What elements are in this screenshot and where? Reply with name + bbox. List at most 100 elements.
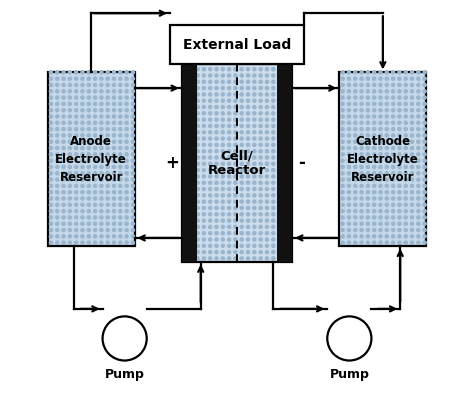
Circle shape [341, 228, 344, 231]
Circle shape [423, 203, 426, 206]
Circle shape [228, 106, 231, 109]
Circle shape [423, 235, 426, 238]
Circle shape [379, 184, 382, 187]
Circle shape [373, 191, 376, 194]
Circle shape [272, 87, 275, 90]
Circle shape [272, 194, 275, 197]
Circle shape [131, 191, 135, 194]
Circle shape [106, 90, 109, 93]
Circle shape [106, 140, 109, 143]
Circle shape [410, 172, 414, 175]
Circle shape [259, 93, 262, 96]
Circle shape [131, 216, 135, 219]
Circle shape [360, 121, 363, 124]
Circle shape [278, 213, 281, 216]
Circle shape [215, 80, 218, 83]
Circle shape [392, 153, 395, 156]
Circle shape [410, 191, 414, 194]
Circle shape [347, 241, 351, 244]
Circle shape [246, 106, 250, 109]
Circle shape [278, 206, 281, 210]
Circle shape [81, 159, 84, 162]
Circle shape [183, 93, 187, 96]
Circle shape [106, 172, 109, 175]
Circle shape [240, 225, 243, 228]
Circle shape [240, 231, 243, 235]
Circle shape [272, 219, 275, 222]
Circle shape [125, 121, 128, 124]
Circle shape [183, 231, 187, 235]
Circle shape [385, 191, 388, 194]
Circle shape [87, 191, 91, 194]
Circle shape [131, 83, 135, 87]
Circle shape [62, 191, 65, 194]
Circle shape [93, 197, 97, 200]
Circle shape [341, 153, 344, 156]
Circle shape [228, 156, 231, 159]
Circle shape [215, 169, 218, 172]
Circle shape [131, 222, 135, 225]
Circle shape [373, 96, 376, 99]
Circle shape [385, 203, 388, 206]
Circle shape [125, 140, 128, 143]
Circle shape [379, 216, 382, 219]
Circle shape [125, 127, 128, 131]
Circle shape [125, 134, 128, 137]
Circle shape [62, 172, 65, 175]
Circle shape [240, 187, 243, 191]
Circle shape [265, 175, 269, 178]
Circle shape [112, 146, 116, 150]
Circle shape [278, 225, 281, 228]
Circle shape [112, 216, 116, 219]
Circle shape [49, 115, 53, 118]
Circle shape [366, 191, 369, 194]
Circle shape [209, 99, 212, 102]
Circle shape [253, 99, 256, 102]
Circle shape [183, 169, 187, 172]
Circle shape [246, 150, 250, 153]
Circle shape [125, 228, 128, 231]
Circle shape [196, 200, 199, 203]
Circle shape [112, 210, 116, 213]
Circle shape [190, 156, 193, 159]
Circle shape [234, 99, 237, 102]
Circle shape [373, 178, 376, 181]
Circle shape [246, 200, 250, 203]
Circle shape [278, 74, 281, 77]
Circle shape [209, 238, 212, 241]
Circle shape [272, 225, 275, 228]
Circle shape [81, 178, 84, 181]
Circle shape [366, 146, 369, 150]
Circle shape [259, 124, 262, 127]
Circle shape [373, 127, 376, 131]
Circle shape [410, 90, 414, 93]
Circle shape [253, 143, 256, 146]
Circle shape [209, 150, 212, 153]
Circle shape [284, 200, 287, 203]
Circle shape [385, 102, 388, 106]
Circle shape [183, 67, 187, 71]
Circle shape [112, 96, 116, 99]
Circle shape [423, 90, 426, 93]
Circle shape [379, 222, 382, 225]
Circle shape [118, 184, 122, 187]
Circle shape [81, 96, 84, 99]
Circle shape [417, 127, 420, 131]
Circle shape [221, 219, 224, 222]
Circle shape [404, 166, 407, 169]
Circle shape [112, 235, 116, 238]
Circle shape [347, 178, 351, 181]
Circle shape [183, 80, 187, 83]
Circle shape [272, 124, 275, 127]
Circle shape [379, 90, 382, 93]
Circle shape [240, 213, 243, 216]
Circle shape [253, 118, 256, 121]
Circle shape [74, 77, 78, 80]
Circle shape [202, 99, 205, 102]
Circle shape [379, 115, 382, 118]
Circle shape [234, 200, 237, 203]
Circle shape [215, 106, 218, 109]
Circle shape [87, 109, 91, 112]
Circle shape [209, 257, 212, 260]
Circle shape [253, 162, 256, 166]
